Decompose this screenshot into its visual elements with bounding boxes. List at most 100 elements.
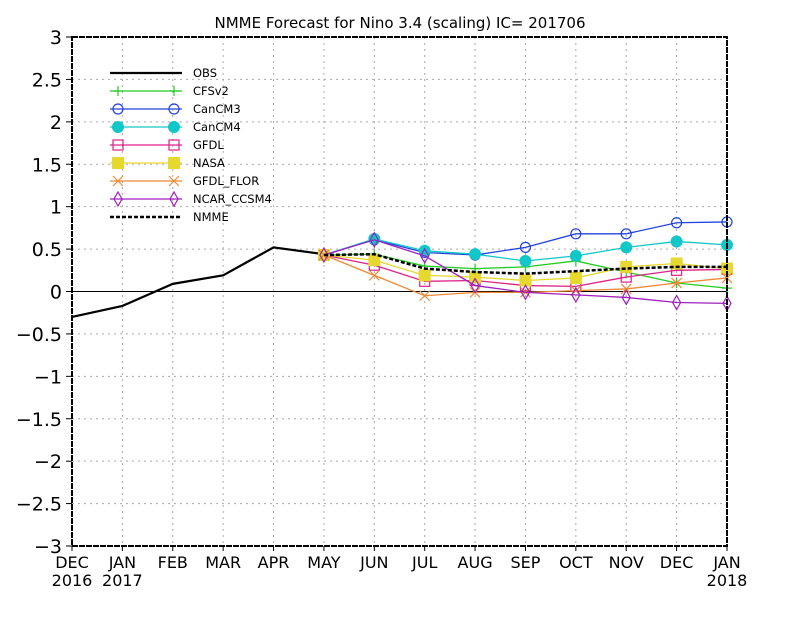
legend-label-nmme: NMME <box>193 210 229 224</box>
x-tick-label: JUL <box>411 553 437 572</box>
y-tick-label: 2.5 <box>32 69 62 91</box>
y-tick-label: −1.5 <box>16 409 62 431</box>
legend-entry-cancm4: CanCM4 <box>110 120 241 134</box>
data-point-ncar-ccsm4 <box>671 294 682 311</box>
legend-marker-cancm3 <box>168 103 180 115</box>
x-year-label: 2016 <box>52 571 93 590</box>
data-point-cancm3 <box>570 228 582 240</box>
data-point-nasa <box>569 271 582 284</box>
legend-label-cfsv2: CFSv2 <box>193 84 229 98</box>
series-obs <box>71 246 325 319</box>
series-line-ncar-ccsm4 <box>323 239 728 305</box>
y-tick-label: −2.5 <box>16 494 62 516</box>
legend-entry-obs: OBS <box>110 66 217 80</box>
y-axis: 3 2.5 2 1.5 1 0.5 0 −0.5 −1 −1.5 −2 −2.5 −3 <box>16 27 72 558</box>
y-tick-label: 2 <box>50 112 62 134</box>
legend-label-cancm3: CanCM3 <box>193 102 241 116</box>
x-tick-label: JUN <box>359 553 388 572</box>
y-tick-label: 3 <box>50 27 62 49</box>
legend-label-ncar-ccsm4: NCAR_CCSM4 <box>193 192 272 206</box>
data-point-nasa <box>469 271 482 284</box>
plot-frame <box>71 36 728 547</box>
data-point-cancm4 <box>620 241 633 254</box>
data-point-nasa <box>670 257 683 270</box>
legend-entry-nmme: NMME <box>110 210 229 224</box>
x-tick-label: DEC <box>55 553 89 572</box>
data-point-gfdl-flor <box>671 277 683 289</box>
data-point-ncar-ccsm4 <box>470 277 480 294</box>
legend-label-nasa: NASA <box>193 156 225 170</box>
x-tick-label: JAN <box>108 553 136 572</box>
legend-marker-cfsv2 <box>113 86 123 96</box>
data-point-nasa <box>620 260 633 273</box>
legend-marker-cfsv2 <box>169 86 179 96</box>
x-tick-label: JAN <box>712 553 740 572</box>
legend-marker-ncar-ccsm4 <box>113 190 123 208</box>
legend-marker-cancm3 <box>112 103 124 115</box>
data-point-nasa <box>418 269 431 282</box>
legend-marker-ncar-ccsm4 <box>169 190 179 208</box>
legend-marker-nasa <box>112 157 124 169</box>
series-layer <box>71 216 733 319</box>
data-point-cancm4 <box>569 249 582 262</box>
grid <box>72 37 727 546</box>
legend: OBS CFSv2 CanCM3 CanCM4 GFDL NASA GFDL_FLOR NCA… <box>110 66 272 224</box>
data-point-ncar-ccsm4 <box>621 289 631 306</box>
legend-entry-gfdl-flor: GFDL_FLOR <box>110 174 259 188</box>
data-point-cancm3 <box>519 241 532 253</box>
series-line-nmme <box>323 252 727 275</box>
legend-label-obs: OBS <box>193 66 217 80</box>
data-point-ncar-ccsm4 <box>520 284 531 301</box>
data-point-cancm4 <box>469 248 482 261</box>
x-tick-label: MAR <box>205 553 241 572</box>
data-point-cancm3 <box>620 228 632 240</box>
x-tick-label: NOV <box>609 553 644 572</box>
data-point-nasa <box>519 274 532 287</box>
x-tick-label: SEP <box>511 553 541 572</box>
data-point-gfdl-flor <box>318 249 330 261</box>
data-point-gfdl-flor <box>620 283 632 295</box>
legend-marker-gfdl <box>112 139 124 151</box>
y-tick-label: −0.5 <box>16 324 62 346</box>
x-tick-label: FEB <box>158 553 188 572</box>
data-point-ncar-ccsm4 <box>420 247 430 265</box>
data-point-nasa <box>368 254 381 267</box>
legend-entry-cancm3: CanCM3 <box>110 102 241 116</box>
series-line-cancm3 <box>323 221 728 256</box>
data-point-gfdl-flor <box>419 290 431 302</box>
chart-title: NMME Forecast for Nino 3.4 (scaling) IC=… <box>214 14 585 32</box>
series-nmme <box>323 252 727 275</box>
legend-marker-cancm4 <box>168 121 180 133</box>
legend-marker-gfdl <box>168 139 180 151</box>
x-year-label: 2017 <box>102 571 143 590</box>
y-tick-label: −3 <box>34 536 62 558</box>
data-point-gfdl-flor <box>368 269 380 281</box>
series-line-obs <box>71 246 325 319</box>
legend-entry-cfsv2: CFSv2 <box>110 84 229 98</box>
legend-marker-gfdl-flor <box>168 175 180 187</box>
x-axis: DEC JAN FEB MAR APR MAY JUN JUL AUG SEP OCT NOV DEC J… <box>52 546 748 590</box>
legend-label-gfdl: GFDL <box>193 138 224 152</box>
data-point-cancm4 <box>670 235 683 248</box>
y-tick-label: 0 <box>50 282 62 304</box>
x-tick-label: AUG <box>458 553 493 572</box>
y-tick-label: −2 <box>34 451 62 473</box>
data-point-ncar-ccsm4 <box>319 246 329 264</box>
legend-marker-cancm4 <box>112 121 124 133</box>
y-tick-label: 1 <box>50 197 62 219</box>
legend-entry-nasa: NASA <box>110 156 225 170</box>
y-tick-label: 1.5 <box>32 154 62 176</box>
legend-entry-ncar-ccsm4: NCAR_CCSM4 <box>110 190 272 208</box>
x-tick-label: OCT <box>559 553 593 572</box>
data-point-cancm3 <box>671 217 683 229</box>
data-point-gfdl-flor <box>721 272 733 284</box>
x-tick-label: MAY <box>307 553 341 572</box>
data-point-ncar-ccsm4 <box>571 286 581 304</box>
x-year-label: 2018 <box>707 571 748 590</box>
y-tick-label: 0.5 <box>32 239 62 261</box>
data-point-cancm4 <box>519 254 532 267</box>
x-tick-label: APR <box>258 553 290 572</box>
y-tick-label: −1 <box>34 366 62 388</box>
x-tick-label: DEC <box>660 553 694 572</box>
